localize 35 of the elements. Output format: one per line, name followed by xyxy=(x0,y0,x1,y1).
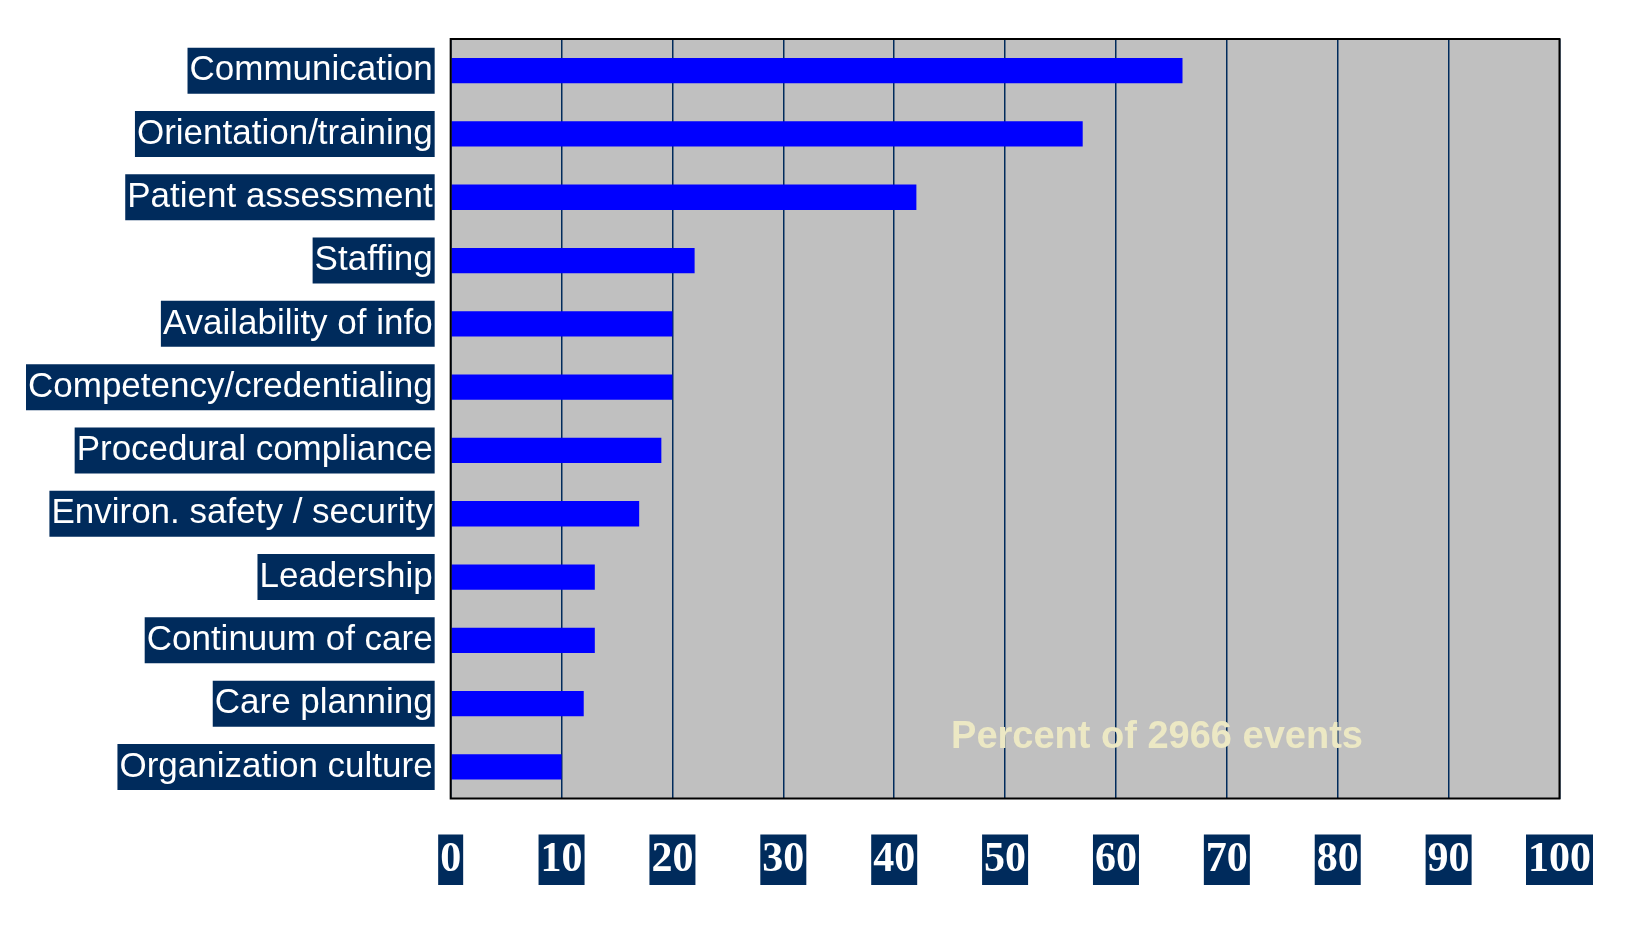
x-tick-label: 80 xyxy=(1316,833,1359,880)
x-tick-label: 100 xyxy=(1528,833,1591,880)
bar xyxy=(451,501,640,527)
bar xyxy=(451,311,673,337)
bar xyxy=(451,564,595,590)
bar xyxy=(451,374,673,400)
bar xyxy=(451,57,1183,84)
y-tick-label: Availability of info xyxy=(162,301,433,341)
y-tick-label: Patient assessment xyxy=(127,174,433,214)
x-tick-label: 50 xyxy=(984,833,1027,880)
bar xyxy=(451,754,562,780)
bar xyxy=(451,184,917,210)
x-tick-label: 40 xyxy=(873,833,916,880)
bar xyxy=(451,121,1083,147)
y-tick-label: Procedural compliance xyxy=(76,428,433,468)
x-tick-label: 0 xyxy=(440,833,462,880)
y-tick-label: Competency/credentialing xyxy=(28,364,433,404)
x-tick-label: 60 xyxy=(1094,833,1137,880)
x-tick-label: 20 xyxy=(651,833,694,880)
y-tick-label: Continuum of care xyxy=(146,618,433,658)
bar xyxy=(451,690,584,717)
y-tick-label: Organization culture xyxy=(119,744,433,784)
y-tick-label: Care planning xyxy=(214,681,433,721)
x-tick-label: 30 xyxy=(762,833,805,880)
bar xyxy=(451,247,695,274)
x-tick-label: 70 xyxy=(1205,833,1248,880)
y-tick-label: Leadership xyxy=(259,554,433,594)
bar xyxy=(451,437,662,464)
y-tick-label: Orientation/training xyxy=(136,111,433,151)
x-tick-label: 90 xyxy=(1427,833,1470,880)
bar xyxy=(451,627,595,654)
y-tick-label: Environ. safety / security xyxy=(51,491,434,531)
y-tick-label: Staffing xyxy=(314,238,433,278)
y-tick-label: Communication xyxy=(189,48,433,88)
x-tick-label: 10 xyxy=(540,833,583,880)
